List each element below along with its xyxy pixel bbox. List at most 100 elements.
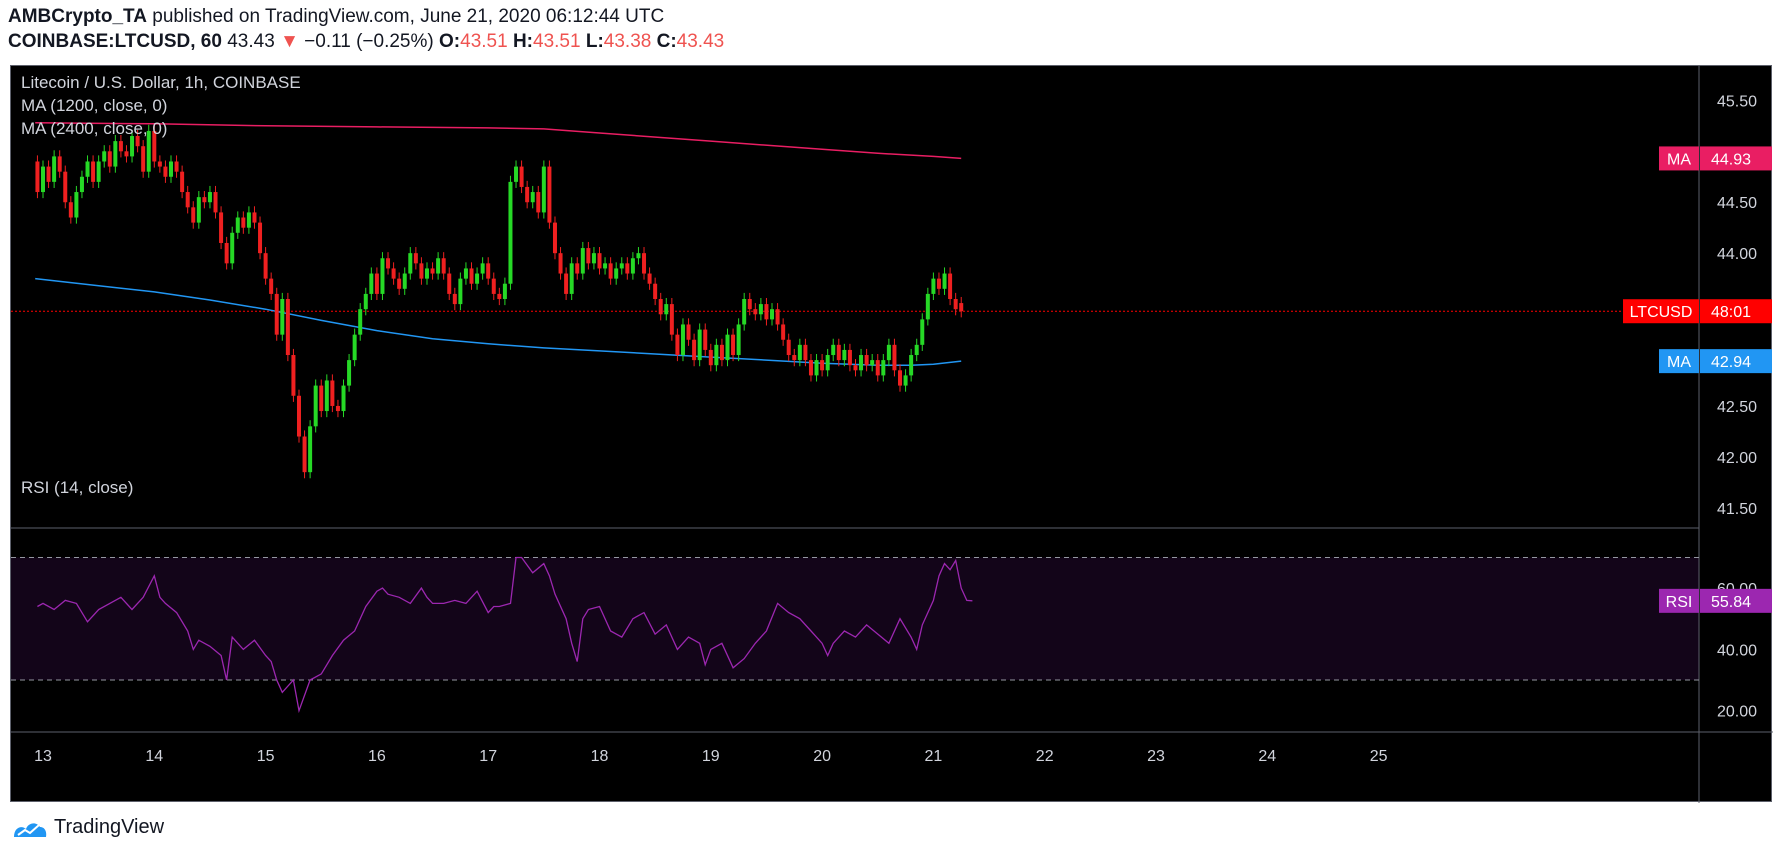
candle-body xyxy=(580,248,585,274)
rsi-tag-name: RSI xyxy=(1666,594,1693,611)
candle xyxy=(719,338,724,367)
candle-body xyxy=(814,360,819,376)
candle-body xyxy=(936,278,941,289)
ma1200-tag-value: 44.93 xyxy=(1711,151,1751,168)
candle xyxy=(380,252,385,301)
candle xyxy=(959,296,964,318)
candle-body xyxy=(57,156,62,172)
candle xyxy=(280,292,285,341)
candle xyxy=(363,287,368,316)
candle xyxy=(864,348,869,372)
candle-body xyxy=(252,212,257,223)
candle xyxy=(569,257,574,301)
candle xyxy=(174,155,179,178)
candle xyxy=(91,155,96,188)
candle xyxy=(408,247,413,280)
candle-body xyxy=(758,304,763,315)
candle-body xyxy=(486,263,491,279)
candle xyxy=(441,252,446,280)
low-value: 43.38 xyxy=(603,31,652,52)
candle xyxy=(57,150,62,178)
candle-body xyxy=(886,344,891,361)
candle xyxy=(413,247,418,270)
candle-body xyxy=(202,197,207,203)
chart-canvas[interactable]: 45.5044.5044.0042.5042.0041.5060.0040.00… xyxy=(11,66,1773,803)
candle xyxy=(207,185,212,209)
candle-body xyxy=(647,273,652,284)
author[interactable]: AMBCrypto_TA xyxy=(8,6,147,27)
candle-body xyxy=(96,161,101,182)
candle-body xyxy=(764,304,769,320)
candle xyxy=(52,150,57,188)
candle xyxy=(291,348,296,402)
candle-body xyxy=(931,278,936,294)
candle xyxy=(547,160,552,229)
candle xyxy=(347,354,352,392)
candle-body xyxy=(430,268,435,274)
candle xyxy=(608,257,613,285)
candle xyxy=(920,313,925,351)
candle-body xyxy=(753,309,758,315)
candle xyxy=(792,348,797,367)
candle xyxy=(430,262,435,280)
candle xyxy=(591,247,596,270)
candle-body xyxy=(196,197,201,223)
candle-body xyxy=(458,278,463,305)
ma2400-tag: MA 42.94 xyxy=(1659,349,1772,374)
candle-body xyxy=(697,329,702,361)
candle-body xyxy=(519,166,524,187)
ltcusd-tag-name-box xyxy=(1623,299,1699,324)
candle xyxy=(196,191,201,229)
ma1200-tag: MA 44.93 xyxy=(1659,146,1772,171)
ltcusd-tag: LTCUSD 48:01 xyxy=(1623,299,1772,324)
candle xyxy=(397,272,402,295)
candle-body xyxy=(892,344,897,371)
candle-body xyxy=(274,293,279,335)
candle xyxy=(424,262,429,285)
candle-body xyxy=(191,207,196,223)
ma1200-legend[interactable]: MA (1200, close, 0) xyxy=(21,96,167,115)
candle-body xyxy=(224,242,229,264)
ltcusd-tag-name: LTCUSD xyxy=(1630,304,1693,321)
candle xyxy=(96,155,101,188)
candle xyxy=(191,201,196,229)
time-tick-label: 18 xyxy=(591,748,609,765)
candle xyxy=(519,160,524,194)
symbol-info: COINBASE:LTCUSD, 60 43.43 ▼ −0.11 (−0.25… xyxy=(8,31,724,53)
ma2400-legend[interactable]: MA (2400, close, 0) xyxy=(21,119,167,138)
candle xyxy=(330,374,335,413)
candle-body xyxy=(630,258,635,274)
open-label: O: xyxy=(439,31,461,52)
candle-body xyxy=(74,192,79,218)
candle-body xyxy=(296,395,301,437)
candle xyxy=(586,241,591,270)
candle xyxy=(803,338,808,367)
time-tick-label: 19 xyxy=(702,748,720,765)
ma1200-tag-value-box xyxy=(1700,146,1772,171)
candle-body xyxy=(714,344,719,366)
candle xyxy=(603,257,608,275)
candle-body xyxy=(180,171,185,193)
candle xyxy=(541,160,546,219)
candle xyxy=(252,206,257,229)
candle-body xyxy=(219,212,224,243)
candle xyxy=(74,185,79,224)
candle-body xyxy=(942,273,947,289)
candle-body xyxy=(803,344,808,361)
candle xyxy=(308,420,313,479)
candle-body xyxy=(79,176,84,193)
candle-body xyxy=(909,355,914,376)
candle-body xyxy=(508,181,513,284)
candle xyxy=(358,303,363,341)
candle xyxy=(725,328,730,367)
chart-frame[interactable]: 45.5044.5044.0042.5042.0041.5060.0040.00… xyxy=(10,65,1773,803)
candle-body xyxy=(825,355,830,371)
rsi-legend[interactable]: RSI (14, close) xyxy=(21,478,133,497)
ltcusd-tag-value: 48:01 xyxy=(1711,304,1751,321)
candle xyxy=(402,267,407,295)
tradingview-footer[interactable]: TradingView xyxy=(12,816,164,839)
candle xyxy=(770,303,775,326)
close-label: C: xyxy=(656,31,677,52)
candle-body xyxy=(207,192,212,203)
candle xyxy=(107,145,112,173)
